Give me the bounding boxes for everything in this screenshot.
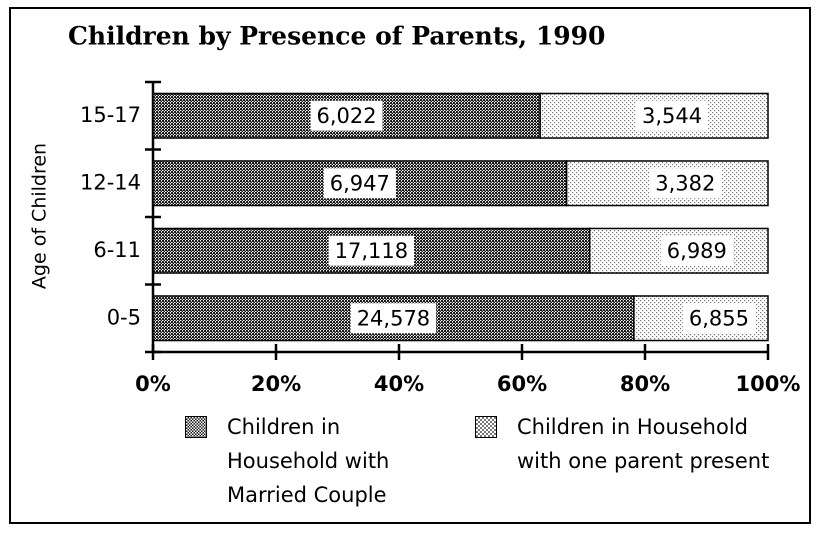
chart-title: Children by Presence of Parents, 1990 (68, 22, 605, 51)
x-tick-label: 40% (374, 372, 424, 396)
legend-swatch (185, 416, 207, 438)
data-label: 17,118 (335, 239, 408, 263)
legend-item: Children in Household with one parent pr… (475, 410, 782, 478)
y-tick-label: 0-5 (107, 305, 141, 329)
data-label: 6,855 (689, 306, 749, 330)
legend-label: Children in Household with Married Coupl… (227, 415, 390, 507)
data-label-box (636, 100, 709, 131)
x-tick-label: 20% (251, 372, 301, 396)
data-label-box (328, 235, 415, 266)
data-label: 6,022 (317, 104, 377, 128)
y-tick-label: 6-11 (93, 238, 141, 262)
y-tick-label: 15-17 (80, 103, 141, 127)
data-label-box (323, 168, 396, 199)
data-label: 24,578 (357, 306, 430, 330)
legend-swatch (475, 416, 497, 438)
legend-item: Children in Household with Married Coupl… (185, 410, 432, 512)
data-label-box (310, 100, 383, 131)
x-tick-label: 100% (736, 372, 801, 396)
y-tick-label: 12-14 (80, 170, 141, 194)
data-label: 3,382 (655, 171, 715, 195)
legend-label: Children in Household with one parent pr… (517, 415, 770, 473)
x-tick-label: 60% (497, 372, 547, 396)
x-tick-label: 0% (135, 372, 171, 396)
y-axis-label: Age of Children (29, 143, 51, 289)
x-tick-label: 80% (620, 372, 670, 396)
data-label: 3,544 (642, 104, 702, 128)
data-label: 6,947 (330, 171, 390, 195)
data-label-box (682, 303, 756, 334)
data-label-box (660, 235, 733, 266)
data-label-box (649, 168, 722, 199)
data-label: 6,989 (667, 239, 727, 263)
data-label-box (350, 303, 437, 334)
frame (9, 7, 811, 524)
